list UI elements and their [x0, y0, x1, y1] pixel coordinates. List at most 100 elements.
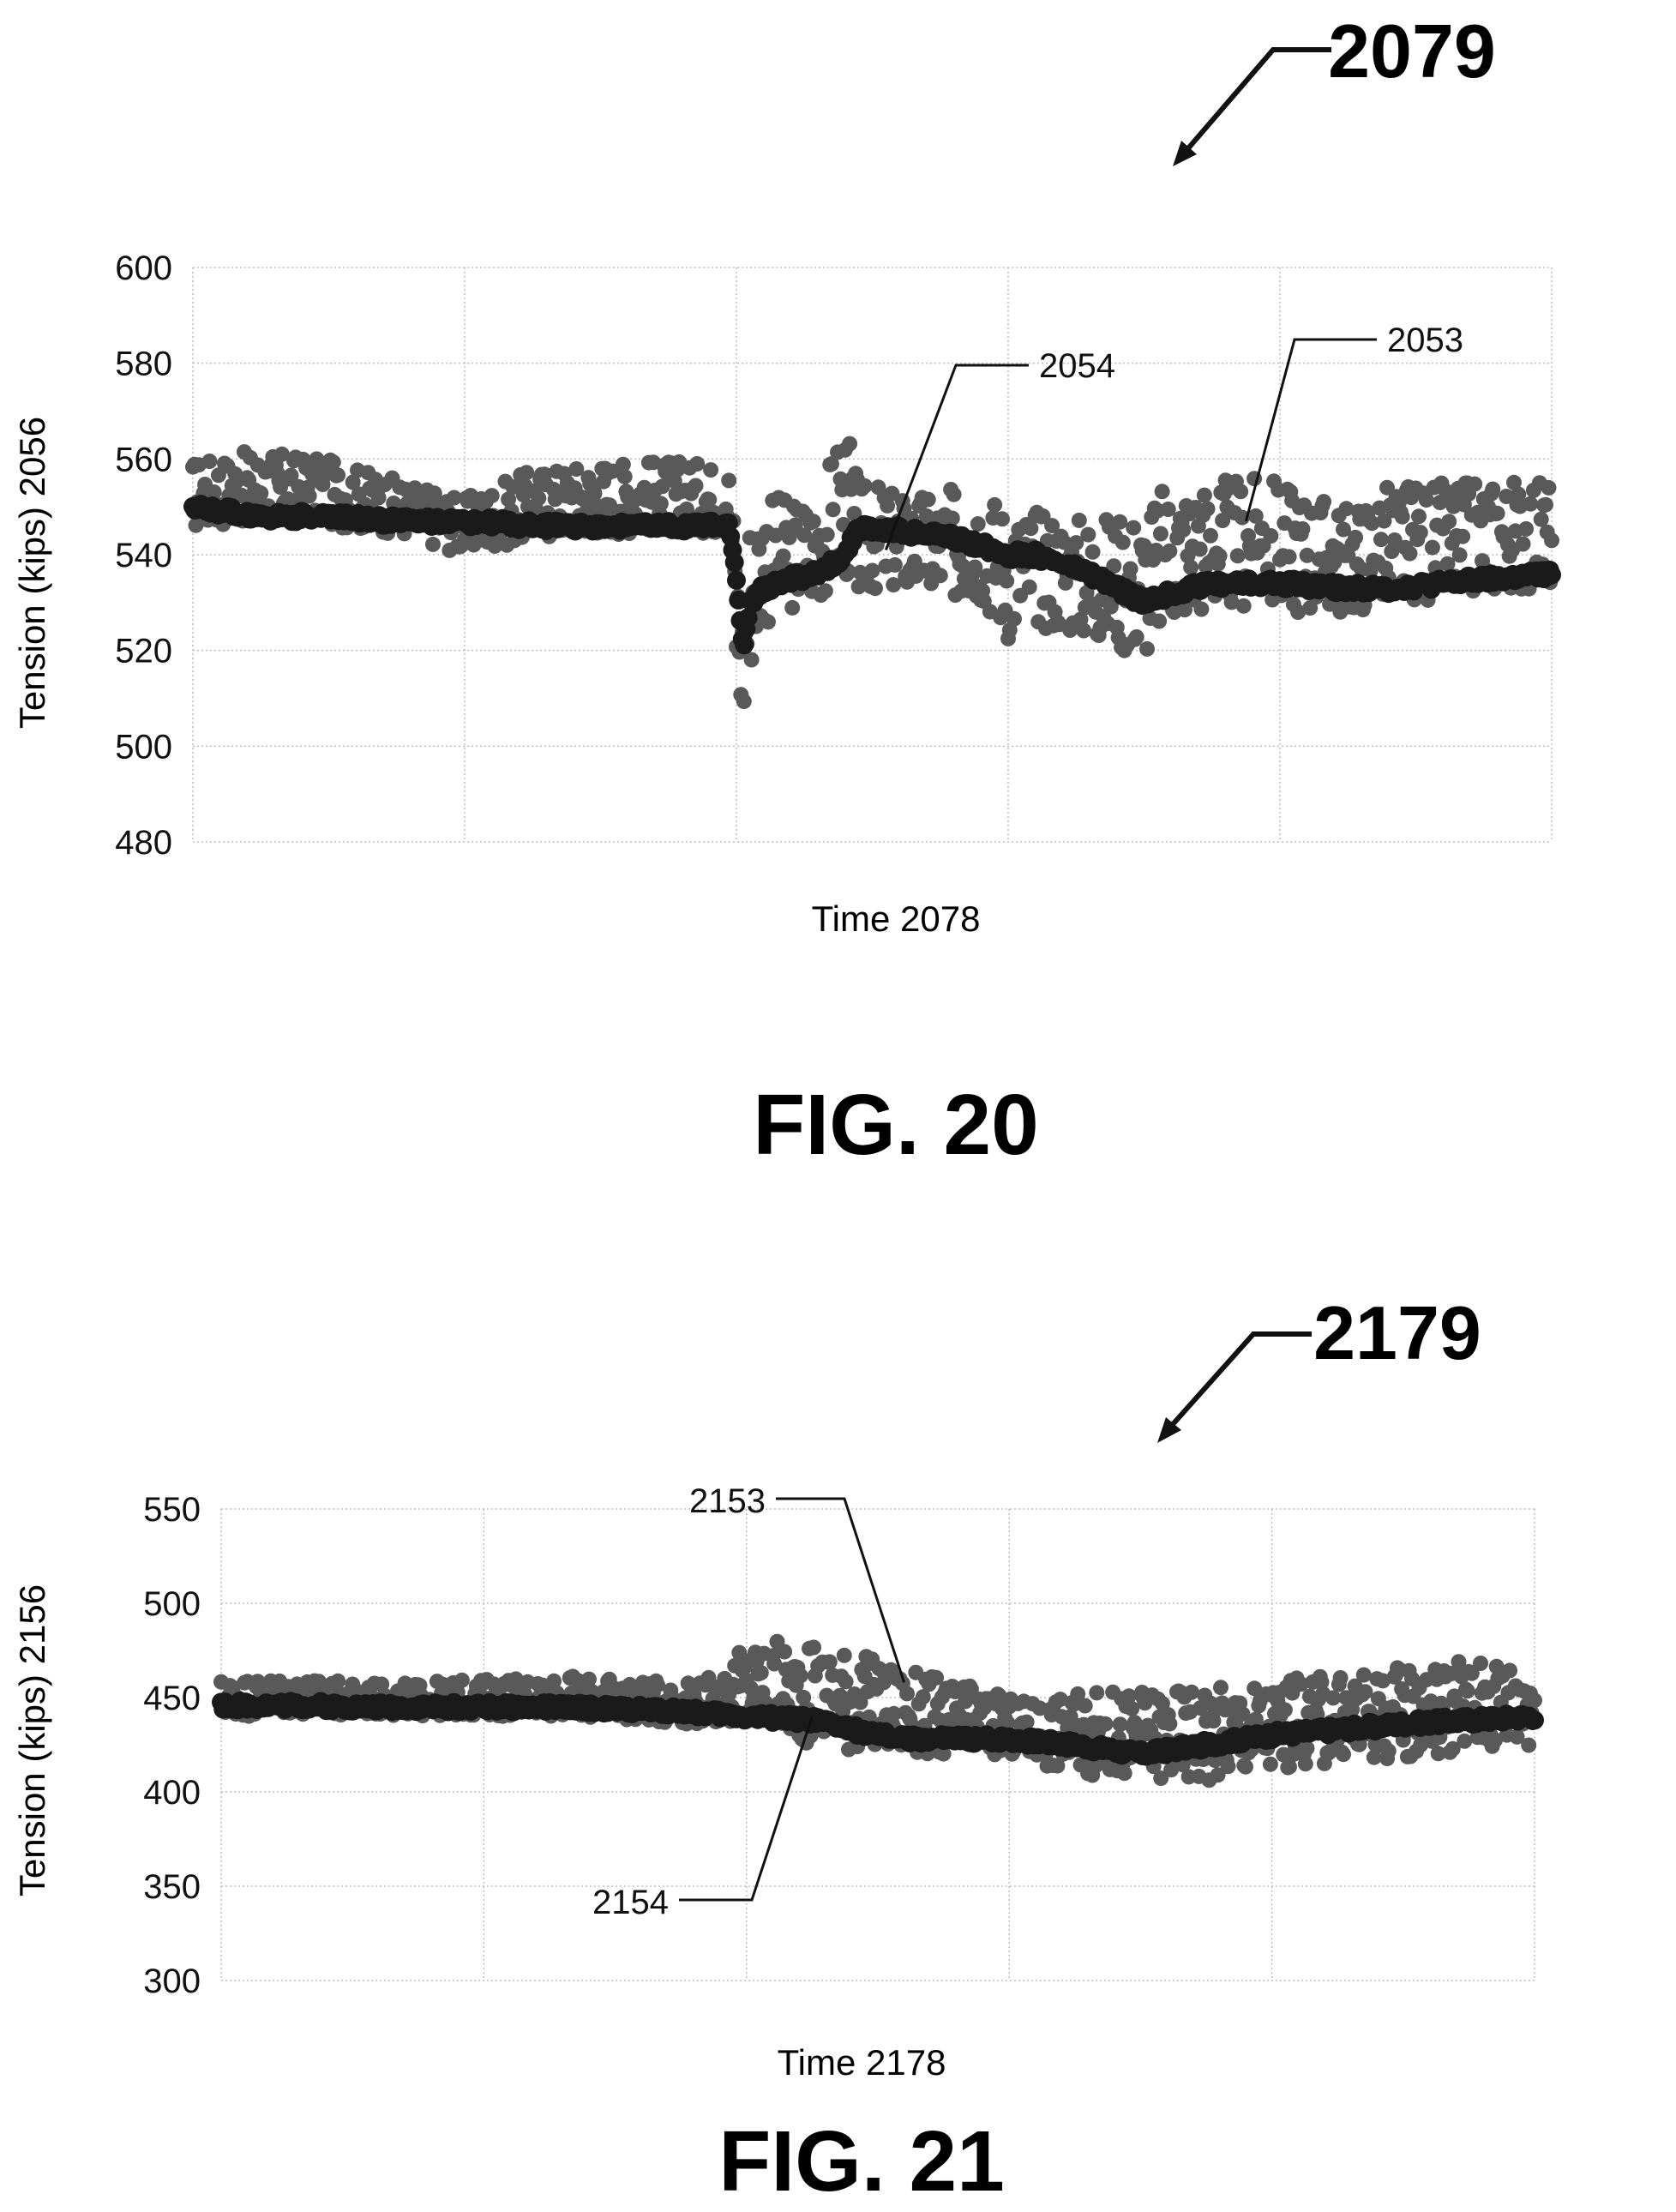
series-2053-point	[784, 599, 801, 616]
series-2053-point	[760, 614, 776, 630]
series-2053-point	[1114, 534, 1131, 550]
series-2053-point	[586, 485, 603, 502]
y-tick-label: 540	[115, 537, 172, 574]
series-2053-point	[1205, 1713, 1222, 1729]
series-2053-point	[1394, 508, 1410, 525]
series-2053-point	[1297, 1756, 1313, 1772]
callout-leader	[679, 1716, 814, 1902]
x-axis-label: Time 2078	[812, 899, 981, 939]
series-2053-point	[1233, 484, 1249, 500]
figure-21: 2179 300 350 400 450 500 550 2153 2154 Tension …	[12, 1290, 1544, 2209]
series-2053-point	[1152, 526, 1168, 542]
series-2053-point	[1076, 622, 1092, 639]
series-2053-point	[330, 467, 346, 484]
series-2053-point	[1373, 532, 1389, 548]
series-2053-point	[654, 478, 670, 495]
series-2053-point	[1455, 528, 1471, 544]
figure-caption: FIG. 21	[718, 2113, 1004, 2209]
series-2053-point	[454, 1672, 470, 1688]
series-2053-point	[568, 461, 585, 477]
y-axis-label: Tension (kips) 2056	[12, 417, 52, 729]
series-2053-point	[1380, 1743, 1397, 1759]
series-2053-point	[987, 496, 1003, 513]
series-2053-point	[777, 1644, 793, 1660]
series-2053-point	[1211, 548, 1228, 564]
series-2053-point	[1463, 1665, 1480, 1681]
ref-leader-line	[1165, 1331, 1312, 1432]
series-2053-point	[1509, 1728, 1525, 1745]
series-2053-point	[531, 490, 547, 507]
series-2053-point	[1511, 486, 1527, 502]
series-2053-point	[1376, 513, 1392, 529]
series-2053-point	[1467, 476, 1483, 492]
series-2053-point	[1112, 514, 1128, 530]
series-2053-point	[823, 456, 839, 472]
series-2053-point	[1018, 1714, 1035, 1730]
series-2053-point	[253, 485, 269, 502]
series-2053-point	[206, 484, 222, 500]
series-2053-point	[999, 573, 1015, 589]
series-2053-point	[1124, 1700, 1140, 1716]
series-2053-point	[899, 1686, 915, 1702]
series-2053-point	[838, 1674, 854, 1690]
series-2053-point	[505, 479, 521, 495]
callout-label: 2054	[1039, 347, 1115, 385]
series-2053-point	[1506, 474, 1522, 490]
series-2053-point	[345, 474, 361, 490]
series-2053-point	[301, 488, 317, 504]
figure-ref-label: 2179	[1313, 1290, 1481, 1375]
series-2053-point	[1139, 640, 1155, 657]
series-2053-point	[370, 490, 387, 506]
series-2053-point	[819, 526, 835, 543]
series-2053-point	[1089, 1685, 1105, 1701]
series-2053-point	[1544, 532, 1559, 549]
series-2053-point	[958, 1693, 974, 1710]
series-2053-point	[1192, 541, 1208, 557]
series-2053-point	[501, 491, 517, 508]
series-2053-point	[1355, 1667, 1372, 1683]
series-2053-point	[1052, 1692, 1068, 1708]
series-2053-point	[796, 1689, 812, 1705]
series-2054-point	[727, 570, 746, 590]
series-2053-point	[1199, 501, 1216, 517]
series-2053-point	[546, 1673, 562, 1689]
series-2053-point	[425, 536, 441, 552]
series-2053-point	[1246, 1680, 1263, 1697]
series-2053-point	[1357, 1684, 1373, 1700]
series-2053-point	[806, 1639, 822, 1656]
series-2053-point	[1473, 1656, 1488, 1671]
series-2053-point	[1177, 602, 1192, 618]
series-2054-point	[724, 552, 744, 572]
series-2053-point	[1338, 501, 1355, 517]
series-2053-point	[426, 485, 442, 502]
series-2053-point	[1277, 1702, 1293, 1718]
series-2053-point	[1459, 1683, 1475, 1699]
series-2053-point	[1489, 505, 1505, 521]
series-2053-point	[1234, 509, 1250, 526]
series-2053-point	[484, 488, 500, 504]
plot-area: 480 500 520 540 560 580 600 2054 2053	[115, 249, 1561, 862]
series-2053-point	[688, 478, 704, 494]
series-2053-point	[1313, 1674, 1330, 1690]
y-tick-label: 480	[115, 824, 172, 862]
series-2053-point	[1175, 522, 1192, 538]
series-2053-point	[1366, 1749, 1382, 1765]
series-2053-point	[1049, 1758, 1066, 1774]
series-2053-point	[920, 491, 936, 508]
series-2053-point	[868, 580, 883, 597]
series-2053-point	[836, 1647, 852, 1663]
series-2053-point	[1375, 1673, 1391, 1689]
callout-leader	[884, 364, 1029, 550]
series-2053-point	[1070, 1686, 1086, 1702]
series-2053-point	[1451, 547, 1468, 563]
series-2053-point	[701, 491, 718, 508]
series-2053-point	[991, 1687, 1007, 1704]
series-2053-point	[1160, 502, 1176, 517]
series-2053-point	[792, 1668, 808, 1684]
series-2053-point	[970, 516, 986, 532]
series-2054-point	[1542, 565, 1561, 585]
series-2053-point	[703, 462, 719, 478]
series-2053-point	[886, 556, 903, 573]
y-tick-label: 500	[115, 728, 172, 766]
